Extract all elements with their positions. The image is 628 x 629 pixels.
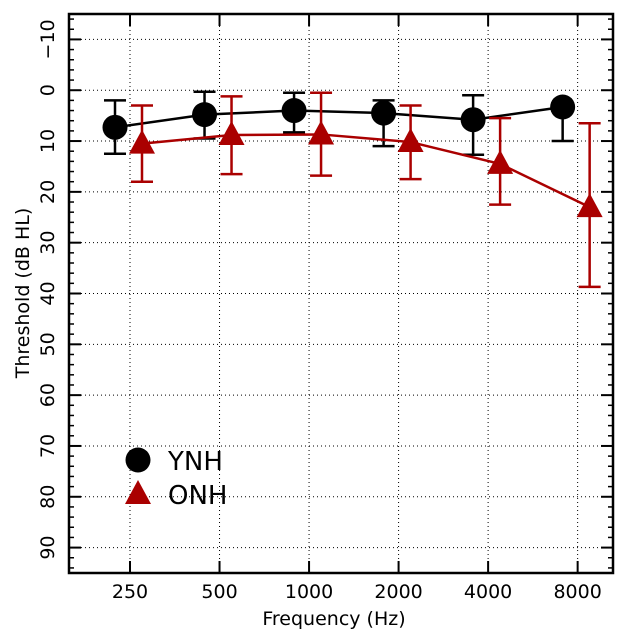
y-tick-label: 50	[37, 332, 59, 356]
x-tick-label: 250	[112, 581, 148, 603]
x-axis-title: Frequency (Hz)	[262, 608, 405, 629]
y-axis-title: Threshold (dB HL)	[12, 208, 34, 380]
data-point	[371, 100, 397, 126]
x-tick-label: 1000	[285, 581, 333, 603]
y-tick-label: 40	[37, 281, 59, 305]
legend: YNH ONH	[125, 447, 227, 511]
series-line	[141, 133, 591, 209]
data-point	[397, 128, 424, 153]
y-tick-label: −10	[37, 19, 59, 59]
legend-label-onh: ONH	[168, 481, 227, 511]
y-tick-label: 0	[37, 84, 59, 96]
y-tick-label: 10	[37, 129, 59, 153]
grid	[69, 14, 613, 573]
y-tick-label: 70	[37, 434, 59, 458]
series-ynh	[102, 90, 576, 157]
series-onh	[129, 91, 603, 289]
data-point	[576, 193, 603, 218]
data-point	[218, 120, 245, 145]
data-point	[308, 120, 335, 145]
data-point	[102, 114, 128, 140]
data-point	[550, 94, 576, 120]
plot-frame	[67, 12, 615, 575]
axis-ticks: −10 0 10 20 30 40 50 60 70 80 90 250 500 1000 2000 4000…	[37, 14, 613, 603]
series	[102, 90, 603, 289]
data-point	[192, 102, 218, 128]
y-tick-label: 20	[37, 180, 59, 204]
legend-marker-onh	[125, 480, 151, 504]
x-tick-label: 4000	[464, 581, 512, 603]
y-tick-label: 60	[37, 383, 59, 407]
data-point	[487, 149, 514, 174]
series-line	[114, 105, 563, 129]
x-tick-label: 2000	[374, 581, 422, 603]
x-tick-label: 500	[201, 581, 237, 603]
y-tick-label: 80	[37, 485, 59, 509]
data-point	[129, 129, 155, 154]
data-point	[460, 107, 486, 133]
x-tick-label: 8000	[553, 581, 601, 603]
legend-marker-ynh	[125, 447, 151, 473]
y-tick-label: 90	[37, 535, 59, 559]
y-tick-label: 30	[37, 231, 59, 255]
legend-label-ynh: YNH	[167, 447, 223, 477]
data-point	[281, 98, 307, 124]
